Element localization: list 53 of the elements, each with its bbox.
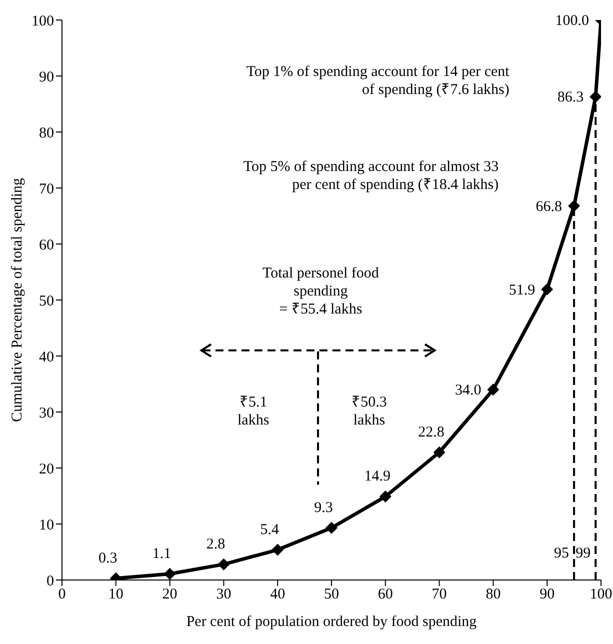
x-tick-label: 30 [216,586,232,603]
data-label: 9.3 [314,500,333,516]
point [218,558,230,570]
y-tick-label: 20 [39,461,54,478]
data-label: 14.9 [364,468,391,485]
x-tick-label: 60 [378,586,393,603]
x-tick-label: 90 [540,586,555,603]
x-tick-label: 40 [270,586,286,603]
x-axis-title: Per cent of population ordered by food spending [186,614,478,630]
ref-line-label: 95 [554,546,570,562]
y-tick-label: 30 [39,405,54,422]
ref-line-label: 99 [576,546,591,562]
x-tick-label: 0 [58,586,66,603]
annotation: Total personel food spending = ₹55.4 lakhs [262,266,380,318]
data-label: 100.0 [555,13,589,29]
x-tick-label: 10 [108,586,124,603]
data-label: 86.3 [557,90,584,106]
annotation: Top 1% of spending account for 14 per cent of spending (₹7.6 lakhs) [246,64,510,98]
y-tick-label: 100 [32,13,54,30]
y-axis-title: Cumulative Percentage of total spending [9,177,26,422]
y-tick-label: 60 [39,237,54,254]
y-tick-label: 70 [39,181,54,198]
data-label: 0.3 [98,550,118,566]
y-tick-label: 80 [39,125,54,142]
y-tick-label: 0 [46,573,54,590]
data-label: 34.0 [454,382,482,399]
x-tick-label: 50 [324,586,339,603]
data-label: 66.8 [536,198,562,215]
point [272,544,284,556]
y-tick-label: 50 [39,293,54,310]
x-tick-label: 20 [162,586,178,603]
x-tick-label: 80 [486,586,501,603]
x-tick-label: 70 [432,586,447,603]
y-tick-label: 40 [39,349,54,366]
annotation: ₹5.1 lakhs [238,394,270,428]
y-tick-label: 90 [39,69,54,86]
point [487,384,500,396]
data-label: 2.8 [206,536,226,552]
data-label: 22.8 [418,424,444,440]
annotation: Top 5% of spending account for almost 33 per cent of spending (₹18.4 lakhs) [243,159,499,194]
x-tick-label: 100 [590,586,612,603]
data-label: 5.4 [260,522,280,538]
point [326,522,338,534]
point [379,490,392,503]
point [568,200,580,212]
point [541,283,554,296]
point [164,568,176,580]
point [433,446,446,458]
point [590,90,601,103]
data-label: 1.1 [152,546,172,562]
data-label: 51.9 [508,282,536,298]
y-tick-label: 10 [39,517,54,534]
annotation: ₹50.3 lakhs [352,394,387,428]
